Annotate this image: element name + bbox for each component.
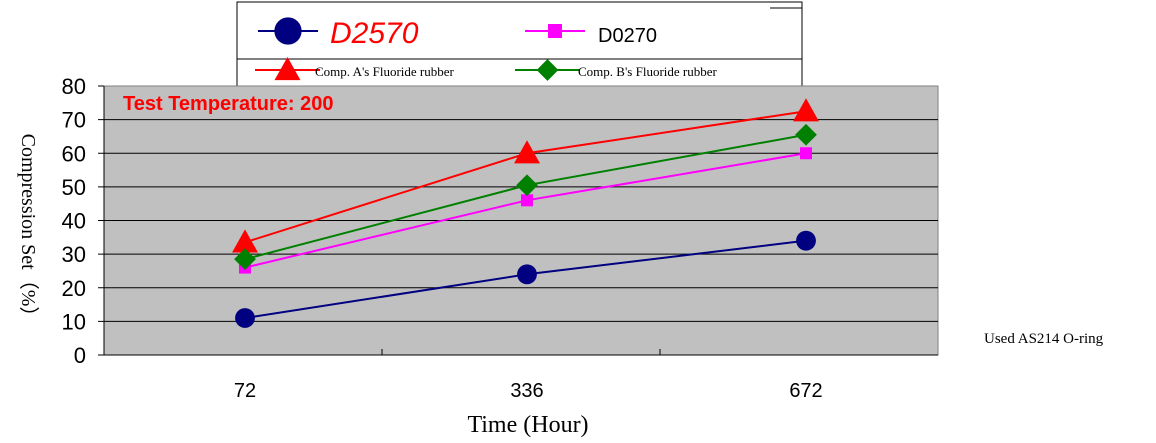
x-tick-label: 672 bbox=[789, 380, 822, 402]
series-2 bbox=[232, 98, 819, 253]
y-tick-label: 60 bbox=[62, 141, 86, 166]
data-point bbox=[516, 174, 538, 197]
data-point bbox=[800, 147, 812, 160]
legend-marker bbox=[536, 59, 559, 81]
legend-label: D0270 bbox=[598, 25, 657, 47]
x-axis-label: Time (Hour) bbox=[467, 412, 588, 438]
legend-label: D2570 bbox=[330, 17, 419, 50]
legend-label: Comp. A's Fluoride rubber bbox=[315, 64, 455, 79]
data-point bbox=[232, 229, 258, 253]
legend-marker bbox=[274, 17, 302, 45]
data-point bbox=[517, 264, 537, 285]
data-point bbox=[793, 98, 819, 122]
y-tick-label: 20 bbox=[62, 276, 86, 301]
data-point bbox=[235, 308, 255, 328]
legend-label: Comp. B's Fluoride rubber bbox=[578, 64, 718, 79]
data-point bbox=[514, 140, 540, 164]
data-point bbox=[521, 194, 533, 207]
series-3 bbox=[234, 123, 817, 271]
data-point bbox=[795, 123, 817, 146]
series-0 bbox=[235, 230, 816, 328]
y-tick-label: 10 bbox=[62, 309, 86, 334]
legend-entry-0: D2570 bbox=[258, 17, 419, 50]
y-tick-label: 0 bbox=[74, 343, 86, 368]
y-axis-label: Compression Set（%） bbox=[17, 134, 40, 327]
legend-marker bbox=[274, 57, 301, 81]
legend-box bbox=[236, 1, 803, 87]
data-point bbox=[234, 248, 256, 271]
legend-entry-2: Comp. A's Fluoride rubber bbox=[255, 57, 455, 81]
y-tick-label: 80 bbox=[62, 74, 86, 99]
legend-marker bbox=[548, 24, 562, 38]
legend-entry-1: D0270 bbox=[525, 24, 657, 47]
y-tick-label: 50 bbox=[62, 175, 86, 200]
legend-entry-3: Comp. B's Fluoride rubber bbox=[515, 59, 718, 81]
data-point bbox=[796, 230, 816, 251]
y-tick-label: 70 bbox=[62, 108, 86, 133]
y-tick-label: 30 bbox=[62, 242, 86, 267]
y-axis-ticks: 0 10 20 30 40 50 60 70 80 bbox=[62, 74, 104, 368]
x-tick-label: 72 bbox=[234, 380, 256, 402]
annotation-label: Test Temperature: 200 bbox=[123, 93, 333, 115]
y-tick-label: 40 bbox=[62, 209, 86, 234]
x-tick-label: 336 bbox=[510, 380, 543, 402]
chart-legend: D2570 D0270 Comp. A's Fluoride rubber Comp.… bbox=[236, 1, 803, 87]
series-layer bbox=[232, 98, 819, 328]
x-axis-ticks: 72 336 672 bbox=[234, 349, 823, 402]
ring-note: Used AS214 O-ring bbox=[984, 331, 1104, 347]
